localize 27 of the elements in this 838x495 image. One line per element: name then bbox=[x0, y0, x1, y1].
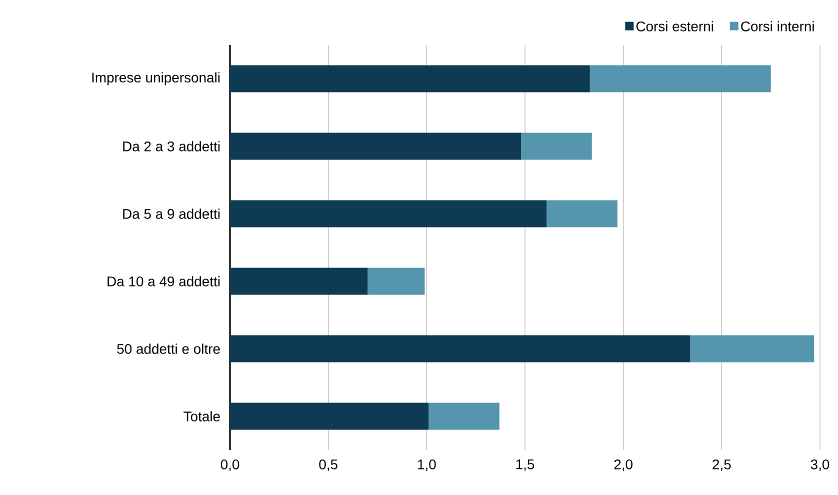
y-tick-label: Imprese unipersonali bbox=[92, 72, 220, 86]
legend-label: Corsi interni bbox=[741, 21, 814, 32]
bar bbox=[230, 132, 522, 160]
y-tick-label: 50 addetti e oltre bbox=[117, 344, 220, 354]
x-tick-label: 1,0 bbox=[418, 459, 436, 472]
bar bbox=[230, 402, 429, 430]
x-tick-label: 0,0 bbox=[220, 459, 240, 472]
bar bbox=[230, 335, 690, 362]
bar bbox=[230, 65, 590, 92]
y-tick-label: Da 2 a 3 addetti bbox=[123, 141, 220, 152]
y-tick-label: Da 10 a 49 addetti bbox=[108, 276, 220, 286]
x-tick-label: 2,0 bbox=[614, 459, 632, 472]
y-tick-label: Totale bbox=[184, 411, 220, 422]
bar bbox=[546, 200, 618, 228]
bar bbox=[368, 268, 425, 295]
x-tick-label: 1,5 bbox=[516, 460, 534, 471]
bar bbox=[230, 268, 368, 295]
legend-label: Corsi esterni bbox=[636, 21, 714, 32]
x-tick-label: 0,5 bbox=[319, 459, 338, 472]
bar bbox=[690, 335, 814, 362]
x-tick-label: 3,0 bbox=[810, 459, 830, 472]
y-tick-label: Da 5 a 9 addetti bbox=[123, 208, 220, 219]
bar bbox=[428, 402, 500, 430]
bar bbox=[521, 132, 592, 160]
x-tick-label: 2,5 bbox=[712, 459, 731, 472]
bar bbox=[590, 65, 771, 92]
bar bbox=[230, 200, 547, 228]
